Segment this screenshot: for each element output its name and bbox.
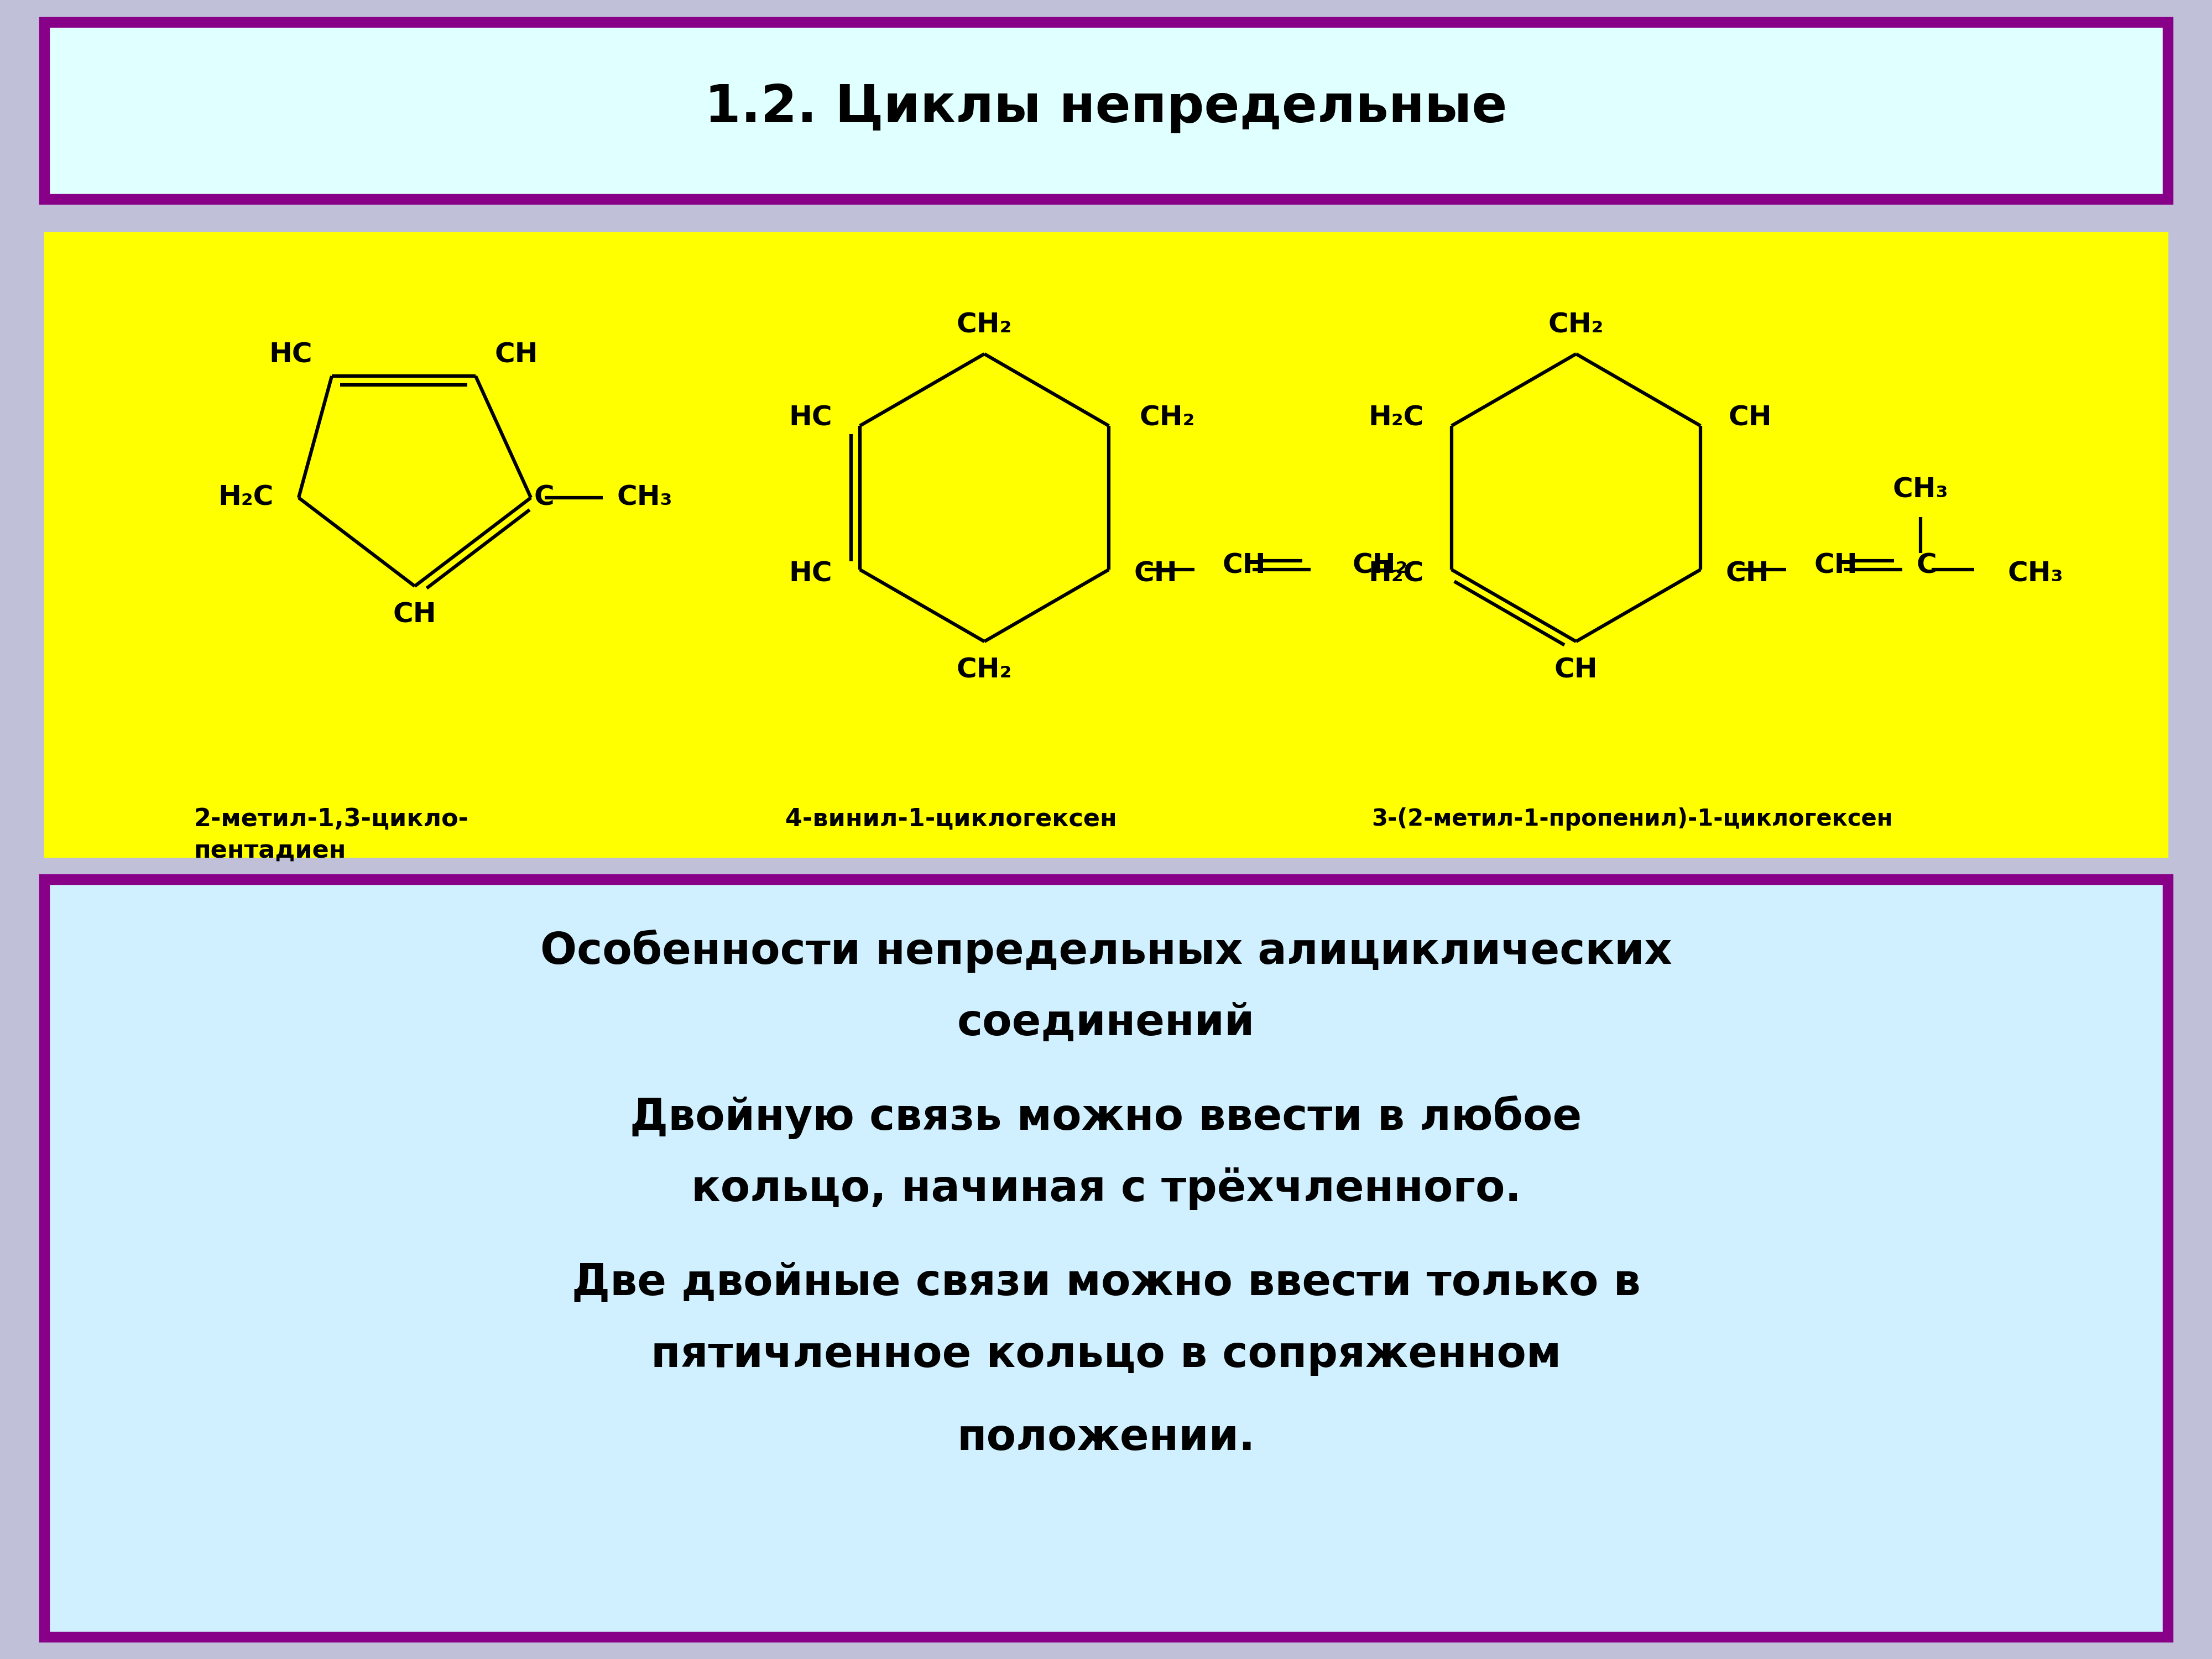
Text: Особенности непредельных алициклических: Особенности непредельных алициклических: [540, 929, 1672, 972]
Text: CH: CH: [1135, 561, 1177, 587]
Text: HC: HC: [790, 561, 832, 587]
Text: CH₃: CH₃: [2008, 561, 2064, 587]
Text: CH: CH: [1223, 552, 1265, 579]
Text: CH₂: CH₂: [956, 312, 1013, 338]
Text: CH₃: CH₃: [1893, 476, 1949, 503]
Text: CH: CH: [1555, 657, 1597, 684]
Text: 1.2. Циклы непредельные: 1.2. Циклы непредельные: [706, 83, 1506, 133]
Text: кольцо, начиная с трёхчленного.: кольцо, начиная с трёхчленного.: [690, 1168, 1522, 1211]
Text: 3-(2-метил-1-пропенил)-1-циклогексен: 3-(2-метил-1-пропенил)-1-циклогексен: [1371, 808, 1893, 831]
Text: HC: HC: [270, 342, 312, 368]
Text: CH₂: CH₂: [956, 657, 1013, 684]
FancyBboxPatch shape: [44, 879, 2168, 1637]
Text: H₂C: H₂C: [1369, 561, 1425, 587]
Text: CH: CH: [1814, 552, 1858, 579]
Text: CH₂: CH₂: [1548, 312, 1604, 338]
Text: соединений: соединений: [958, 1002, 1254, 1044]
Text: CH: CH: [1725, 561, 1770, 587]
Text: HC: HC: [790, 405, 832, 431]
FancyBboxPatch shape: [44, 22, 2168, 199]
Text: C: C: [533, 484, 553, 511]
Text: CH₂: CH₂: [1139, 405, 1194, 431]
Text: CH₂: CH₂: [1352, 552, 1407, 579]
Text: CH: CH: [1728, 405, 1772, 431]
Text: 2-метил-1,3-цикло-
пентадиен: 2-метил-1,3-цикло- пентадиен: [195, 808, 469, 863]
Text: пятичленное кольцо в сопряженном: пятичленное кольцо в сопряженном: [650, 1334, 1562, 1375]
Text: положении.: положении.: [958, 1417, 1254, 1458]
Text: Две двойные связи можно ввести только в: Две двойные связи можно ввести только в: [571, 1262, 1641, 1304]
Text: H₂C: H₂C: [1369, 405, 1425, 431]
Text: CH₃: CH₃: [617, 484, 672, 511]
Text: H₂C: H₂C: [219, 484, 274, 511]
Text: C: C: [1916, 552, 1936, 579]
Text: Двойную связь можно ввести в любое: Двойную связь можно ввести в любое: [630, 1095, 1582, 1140]
FancyBboxPatch shape: [44, 232, 2168, 858]
Text: CH: CH: [394, 602, 436, 629]
Text: 4-винил-1-циклогексен: 4-винил-1-циклогексен: [785, 808, 1117, 831]
Text: CH: CH: [495, 342, 538, 368]
